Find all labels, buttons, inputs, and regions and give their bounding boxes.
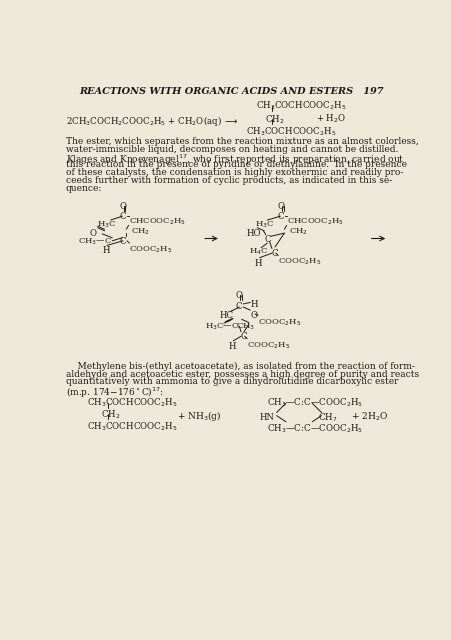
Text: CH$_3$COCHCOOC$_2$H$_5$: CH$_3$COCHCOOC$_2$H$_5$ [87, 396, 178, 409]
Text: C: C [119, 212, 125, 221]
Text: H: H [250, 300, 257, 309]
Text: H: H [228, 342, 235, 351]
Text: H: H [103, 246, 110, 255]
Text: C: C [235, 301, 241, 310]
Text: O: O [120, 202, 126, 211]
Text: CHCOOC$_2$H$_5$: CHCOOC$_2$H$_5$ [287, 216, 344, 227]
Text: CH$_3$—C:C—COOC$_2$H$_5$: CH$_3$—C:C—COOC$_2$H$_5$ [267, 422, 363, 435]
Text: CH$_3$—C: CH$_3$—C [78, 237, 112, 248]
Text: H$_3$C: H$_3$C [254, 220, 274, 230]
Text: CH$_2$: CH$_2$ [131, 226, 150, 237]
Text: REACTIONS WITH ORGANIC ACIDS AND ESTERS   197: REACTIONS WITH ORGANIC ACIDS AND ESTERS … [79, 87, 383, 96]
Text: CH$_2$: CH$_2$ [101, 409, 121, 421]
Text: CH$_2$: CH$_2$ [288, 226, 307, 237]
Text: CH$_7$: CH$_7$ [317, 412, 336, 424]
Text: The ester, which separates from the reaction mixture as an almost colorless,: The ester, which separates from the reac… [66, 137, 418, 146]
Text: O: O [250, 311, 257, 320]
Text: COOC$_2$H$_5$: COOC$_2$H$_5$ [277, 257, 321, 268]
Text: C: C [271, 249, 277, 259]
Text: C: C [276, 212, 283, 221]
Text: quence:: quence: [66, 184, 102, 193]
Text: Methylene bis-(ethyl acetoacetate), as isolated from the reaction of form-: Methylene bis-(ethyl acetoacetate), as i… [66, 362, 414, 371]
Text: HN: HN [259, 413, 274, 422]
Text: (m.p. 174$-$176$^\circ$C)$^{17}$:: (m.p. 174$-$176$^\circ$C)$^{17}$: [66, 385, 163, 399]
Text: CH$_3$COCHCOOC$_2$H$_5$: CH$_3$COCHCOOC$_2$H$_5$ [256, 100, 346, 113]
Text: COOC$_2$H$_5$: COOC$_2$H$_5$ [258, 317, 300, 328]
Text: H$_3$C: H$_3$C [97, 220, 116, 230]
Text: Klages and Knoevenagel$^{17}$, who first reported its preparation, carried out: Klages and Knoevenagel$^{17}$, who first… [66, 152, 404, 167]
Text: HO: HO [246, 229, 260, 238]
Text: CH$_3$: CH$_3$ [236, 322, 255, 332]
Text: CH$_3$COCHCOOC$_2$H$_5$: CH$_3$COCHCOOC$_2$H$_5$ [246, 125, 336, 138]
Text: COOC$_2$H$_5$: COOC$_2$H$_5$ [129, 244, 172, 255]
Text: H: H [254, 259, 262, 268]
Text: + 2H$_2$O: + 2H$_2$O [350, 410, 387, 422]
Text: C: C [239, 332, 246, 341]
Text: ceeds further with formation of cyclic products, as indicated in this se-: ceeds further with formation of cyclic p… [66, 176, 391, 185]
Text: of these catalysts, the condensation is highly exothermic and readily pro-: of these catalysts, the condensation is … [66, 168, 402, 177]
Text: CH$_3$—C:C—COOC$_2$H$_5$: CH$_3$—C:C—COOC$_2$H$_5$ [267, 396, 363, 409]
Text: C: C [264, 236, 271, 244]
Text: 2CH$_3$COCH$_2$COOC$_2$H$_5$ + CH$_2$O(aq) $\longrightarrow$: 2CH$_3$COCH$_2$COOC$_2$H$_5$ + CH$_2$O(a… [66, 114, 238, 128]
Text: COOC$_2$H$_5$: COOC$_2$H$_5$ [247, 340, 290, 351]
Text: water-immiscible liquid, decomposes on heating and cannot be distilled.: water-immiscible liquid, decomposes on h… [66, 145, 397, 154]
Text: + H$_2$O: + H$_2$O [315, 112, 345, 125]
Text: quantitatively with ammonia to give a dihydrolutidine dicarboxylic ester: quantitatively with ammonia to give a di… [66, 378, 397, 387]
Text: + NH$_3$(g): + NH$_3$(g) [176, 409, 221, 422]
Text: HC: HC [219, 311, 233, 320]
Text: aldehyde and acetoacetic ester, possesses a high degree of purity and reacts: aldehyde and acetoacetic ester, possesse… [66, 369, 418, 378]
Text: O: O [89, 229, 96, 238]
Text: H$_3$C—C: H$_3$C—C [205, 322, 239, 332]
Text: H$_4$C: H$_4$C [248, 247, 267, 257]
Text: O: O [235, 291, 242, 300]
Text: CH$_3$COCHCOOC$_2$H$_5$: CH$_3$COCHCOOC$_2$H$_5$ [87, 420, 178, 433]
Text: CHCOOC$_2$H$_5$: CHCOOC$_2$H$_5$ [129, 216, 186, 227]
Text: CH$_2$: CH$_2$ [264, 114, 284, 126]
Text: C: C [119, 237, 125, 246]
Text: O: O [277, 202, 284, 211]
Text: this reaction in the presence of pyridine or diethylamine.  In the presence: this reaction in the presence of pyridin… [66, 161, 406, 170]
